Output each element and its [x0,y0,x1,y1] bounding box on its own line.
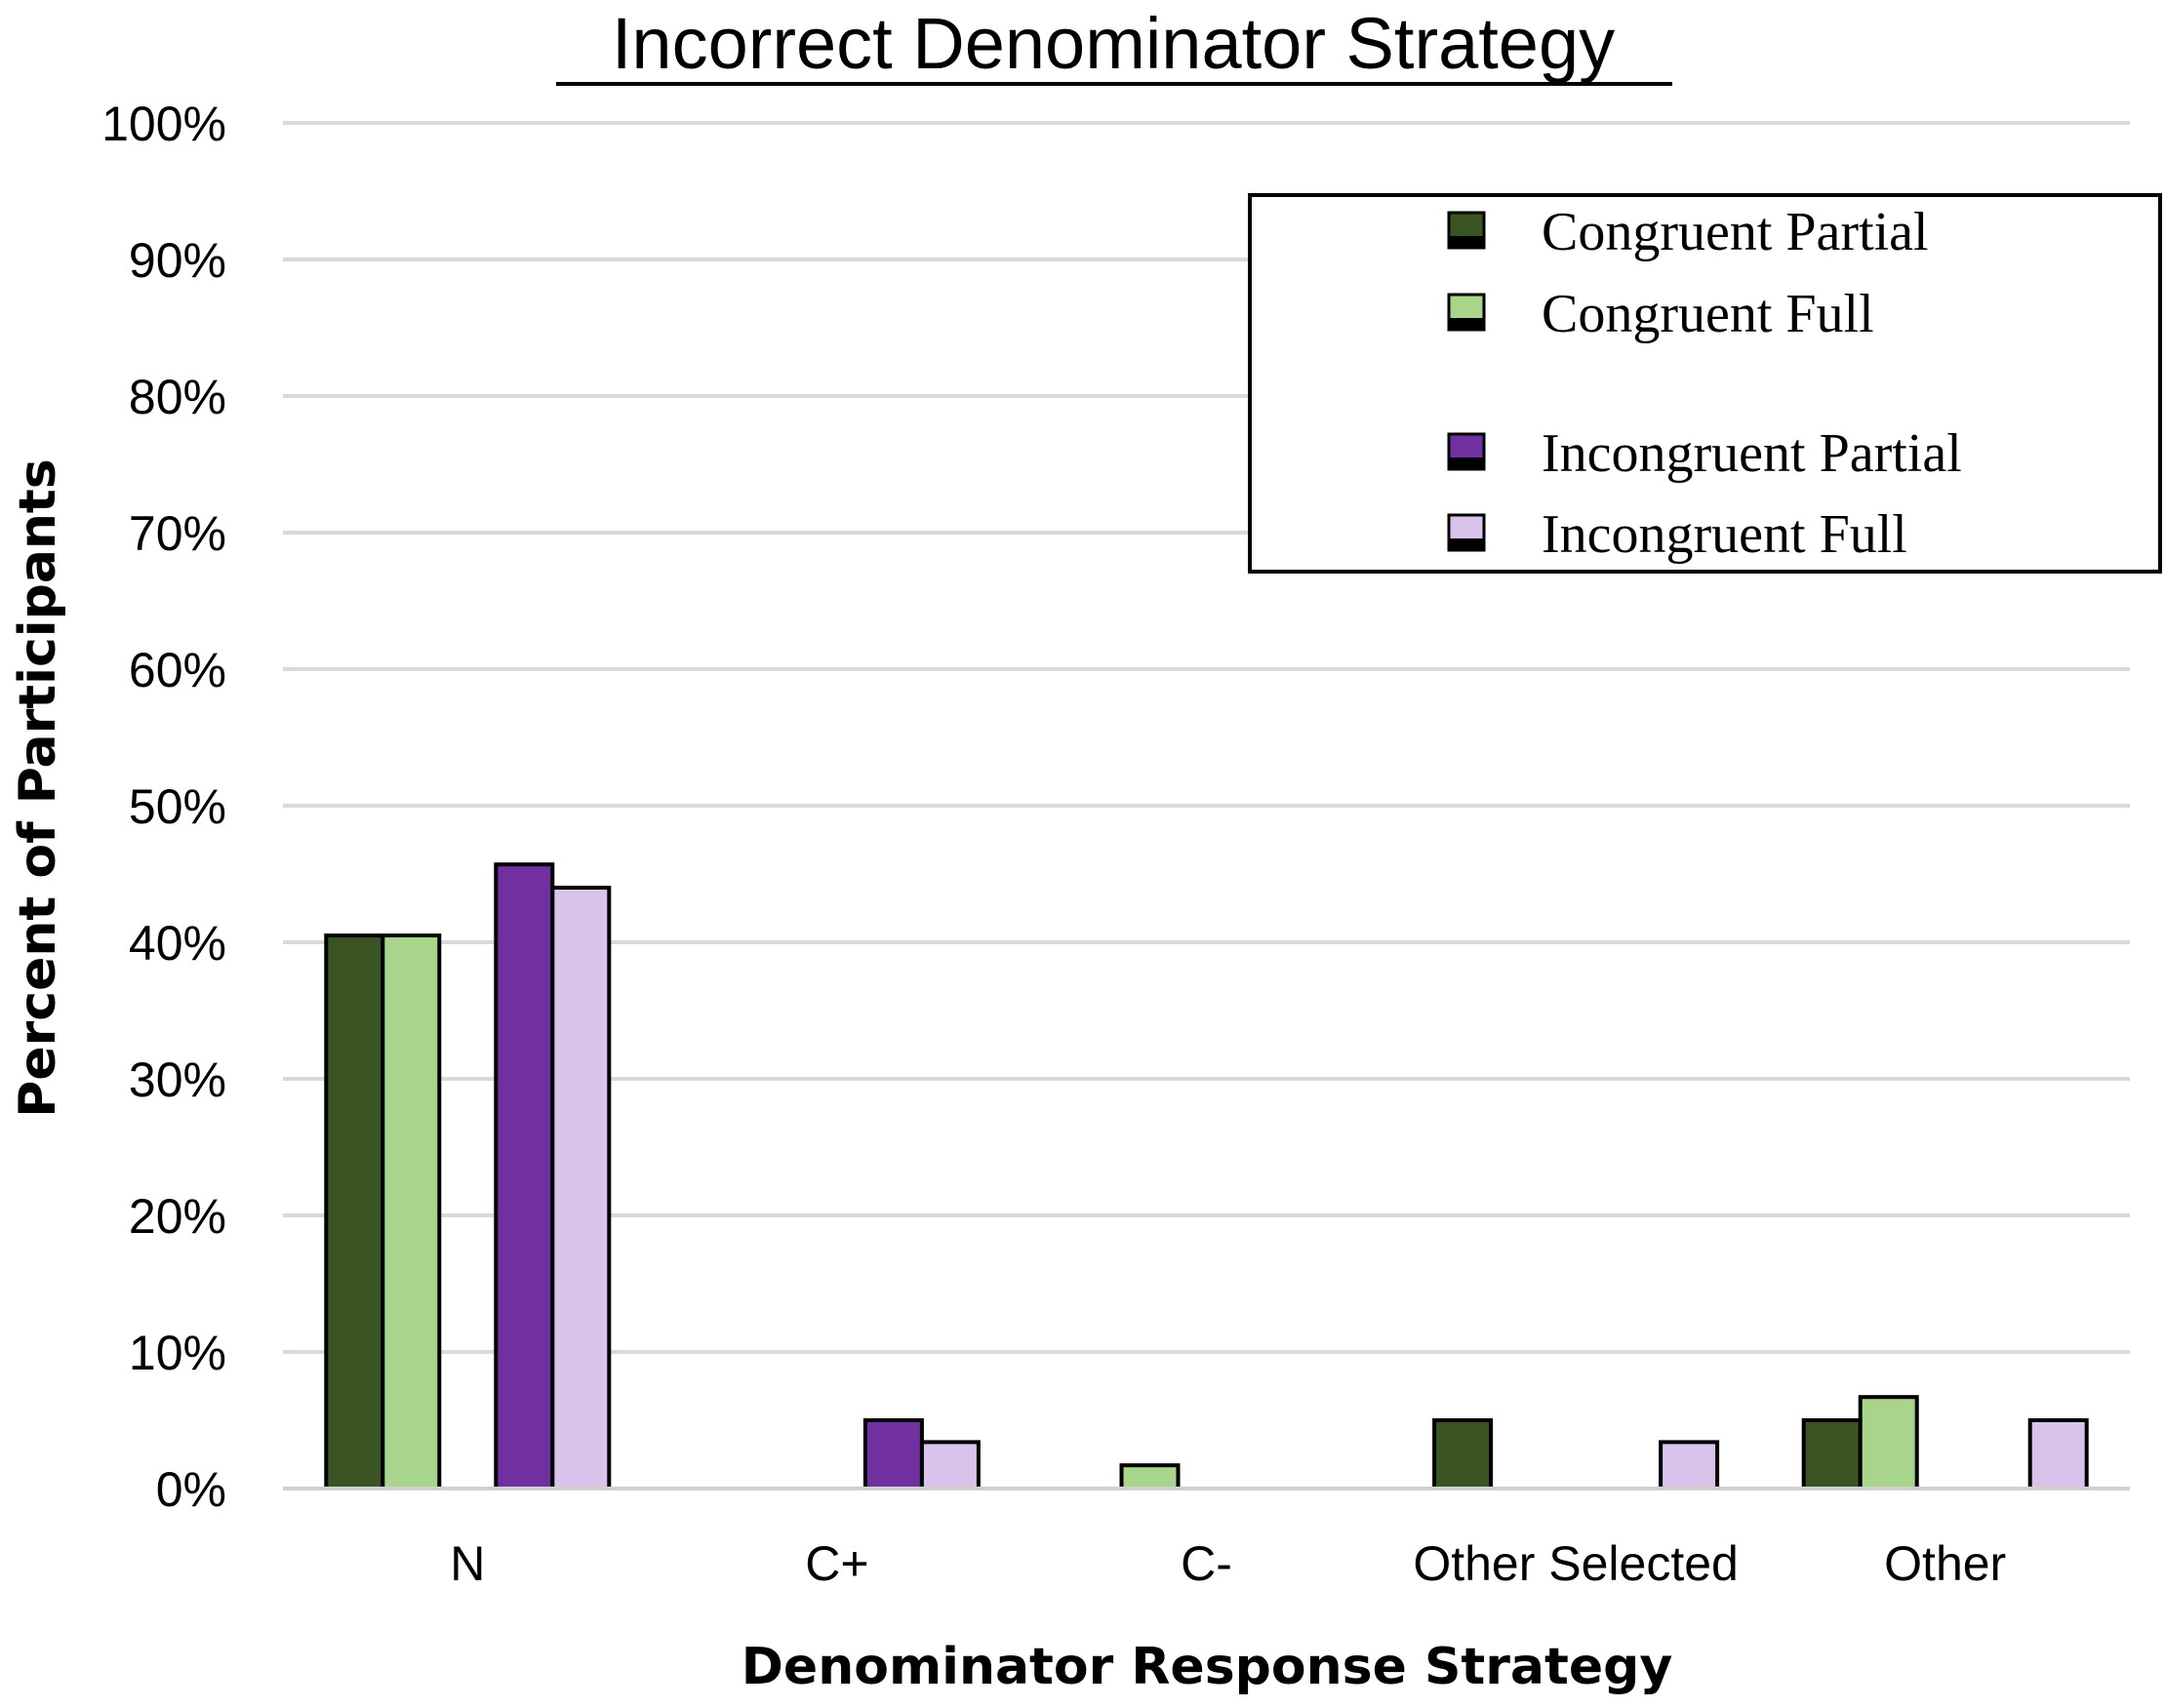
bar [862,1418,924,1490]
legend-swatch-base [1449,457,1484,469]
x-tick-label: N [450,1536,485,1591]
legend-swatch-base [1449,236,1484,248]
y-tick-label: 70% [129,506,226,561]
bar [1858,1395,1919,1490]
y-tick-labels: 0% 10% 20% 30% 40% 50% 60% 70% 80% 90% 100% [101,97,226,1517]
y-tick-label: 60% [129,643,226,697]
bars [324,862,2089,1491]
x-tick-labels: N C+ C- Other Selected Other [450,1536,2006,1591]
bar [324,933,385,1490]
legend-swatch-base [1449,318,1484,330]
x-tick-label: C- [1181,1536,1232,1591]
bar [2027,1418,2089,1490]
bar [494,862,555,1490]
y-tick-label: 0% [156,1462,226,1517]
legend-label: Incongruent Full [1542,504,1907,565]
legend-frame [1248,193,2162,574]
bar [1659,1440,1720,1491]
y-tick-label: 100% [101,97,226,151]
legend-item: Incongruent Partial [1447,423,1962,484]
y-tick-label: 80% [129,370,226,424]
legend: Congruent Partial Congruent Full Incongrue… [1248,193,2162,574]
legend-item: Congruent Full [1447,284,1874,344]
y-tick-label: 50% [129,779,226,834]
bar [1119,1463,1181,1490]
chart-title: Incorrect Denominator Strategy [612,3,1615,84]
y-axis-title: Percent of Participants [9,458,67,1117]
legend-label: Congruent Full [1542,284,1874,344]
y-tick-label: 10% [129,1326,226,1380]
x-tick-label: Other Selected [1413,1536,1739,1591]
y-tick-label: 20% [129,1189,226,1244]
y-tick-label: 30% [129,1053,226,1107]
bar [381,933,442,1490]
bar [1801,1418,1863,1490]
y-tick-label: 90% [129,233,226,288]
x-tick-label: C+ [805,1536,868,1591]
legend-label: Incongruent Partial [1542,423,1962,484]
bar [1432,1418,1494,1490]
x-tick-label: Other [1884,1536,2006,1591]
legend-item: Incongruent Full [1447,504,1907,565]
legend-item: Congruent Partial [1447,202,1929,262]
legend-swatch-base [1449,538,1484,550]
y-tick-label: 40% [129,916,226,971]
bar [550,886,612,1490]
legend-label: Congruent Partial [1542,202,1929,262]
x-axis-title: Denominator Response Strategy [742,1638,1672,1696]
bar [919,1440,981,1491]
